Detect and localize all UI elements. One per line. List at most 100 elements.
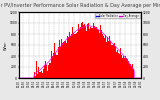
Legend: Solar Radiation, Day Average: Solar Radiation, Day Average (95, 13, 140, 18)
Bar (74, 34, 75, 78)
Y-axis label: W/m²: W/m² (4, 40, 8, 50)
Bar (56, 55, 57, 78)
Bar (52, 56, 53, 78)
Bar (128, 61, 129, 78)
Bar (98, 30, 99, 78)
Bar (107, 37, 108, 78)
Bar (102, 34, 103, 78)
Bar (86, 31, 87, 78)
Bar (88, 25, 89, 78)
Bar (96, 27, 97, 78)
Bar (61, 38, 62, 78)
Bar (131, 66, 132, 78)
Bar (80, 27, 81, 78)
Bar (126, 58, 127, 78)
Bar (59, 40, 60, 78)
Bar (50, 63, 51, 78)
Bar (97, 29, 98, 78)
Bar (72, 28, 73, 78)
Bar (101, 30, 102, 78)
Bar (35, 76, 36, 78)
Bar (46, 65, 47, 78)
Bar (100, 25, 101, 78)
Bar (82, 22, 83, 78)
Bar (110, 41, 111, 78)
Bar (43, 69, 44, 78)
Bar (84, 24, 85, 78)
Bar (75, 34, 76, 78)
Bar (117, 50, 118, 78)
Bar (42, 73, 43, 78)
Bar (55, 54, 56, 78)
Bar (103, 36, 104, 78)
Bar (45, 61, 46, 78)
Bar (41, 72, 42, 78)
Bar (79, 29, 80, 78)
Bar (119, 54, 120, 78)
Bar (105, 36, 106, 78)
Bar (39, 72, 40, 78)
Bar (129, 64, 130, 78)
Bar (90, 27, 91, 78)
Bar (53, 53, 54, 78)
Bar (34, 72, 35, 78)
Bar (99, 33, 100, 78)
Bar (71, 40, 72, 78)
Bar (104, 38, 105, 78)
Bar (132, 64, 133, 78)
Bar (95, 27, 96, 78)
Bar (37, 74, 38, 78)
Bar (69, 32, 70, 78)
Bar (57, 55, 58, 78)
Bar (94, 26, 95, 78)
Bar (113, 44, 114, 78)
Bar (68, 37, 69, 78)
Bar (124, 58, 125, 78)
Bar (76, 33, 77, 78)
Bar (115, 46, 116, 78)
Bar (118, 52, 119, 78)
Bar (109, 36, 110, 78)
Bar (60, 47, 61, 78)
Bar (108, 41, 109, 78)
Bar (85, 26, 86, 78)
Bar (125, 56, 126, 78)
Bar (112, 45, 113, 78)
Bar (64, 41, 65, 78)
Bar (92, 28, 93, 78)
Bar (106, 42, 107, 78)
Bar (91, 28, 92, 78)
Bar (38, 67, 39, 78)
Bar (133, 69, 134, 78)
Bar (116, 52, 117, 78)
Bar (63, 42, 64, 78)
Bar (49, 63, 50, 78)
Bar (66, 43, 67, 78)
Bar (78, 24, 79, 78)
Bar (111, 37, 112, 78)
Bar (93, 23, 94, 78)
Bar (62, 43, 63, 78)
Bar (114, 43, 115, 78)
Bar (120, 48, 121, 78)
Bar (47, 71, 48, 78)
Bar (70, 36, 71, 78)
Bar (127, 59, 128, 78)
Bar (123, 56, 124, 78)
Bar (122, 58, 123, 78)
Bar (44, 66, 45, 78)
Bar (73, 33, 74, 78)
Bar (130, 64, 131, 78)
Bar (121, 55, 122, 78)
Bar (81, 23, 82, 78)
Bar (58, 47, 59, 78)
Bar (83, 25, 84, 78)
Bar (54, 67, 55, 78)
Bar (77, 32, 78, 78)
Text: Solar PV/Inverter Performance Solar Radiation & Day Average per Minute: Solar PV/Inverter Performance Solar Radi… (0, 3, 160, 8)
Bar (87, 24, 88, 78)
Bar (36, 61, 37, 78)
Bar (51, 51, 52, 78)
Bar (89, 29, 90, 78)
Bar (67, 36, 68, 78)
